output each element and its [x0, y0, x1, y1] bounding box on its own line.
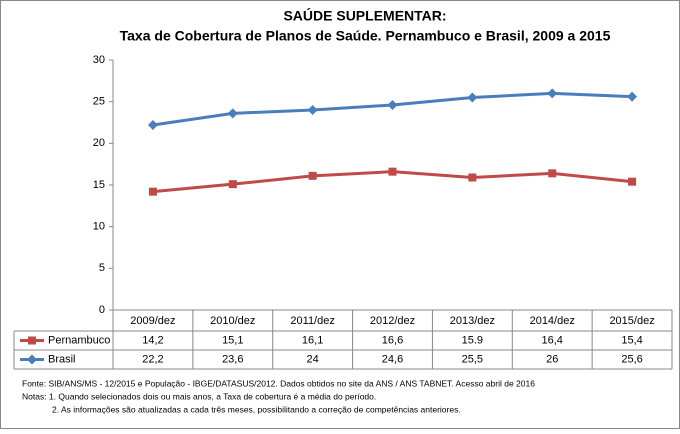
table-value: 14,2: [142, 334, 163, 346]
y-tick-label: 5: [99, 262, 105, 274]
line-marker: [228, 180, 237, 189]
table-value: 15,4: [621, 334, 642, 346]
legend-label: Brasil: [48, 353, 76, 365]
line-marker: [547, 88, 558, 99]
y-tick-label: 25: [93, 96, 105, 108]
table-value: 16,4: [542, 334, 563, 346]
chart-title: SAÚDE SUPLEMENTAR:: [283, 7, 446, 24]
table-value: 22,2: [142, 353, 163, 365]
line-marker: [227, 108, 238, 119]
line-marker: [468, 173, 477, 182]
line-marker: [27, 354, 37, 365]
line-marker: [308, 171, 317, 180]
table-value: 25,5: [462, 353, 483, 365]
x-tick-label: 2014/dez: [530, 315, 575, 327]
table-value: 24: [307, 353, 319, 365]
line-marker: [147, 120, 158, 130]
line-marker: [628, 177, 637, 186]
source-note: Fonte: SIB/ANS/MS - 12/2015 e População …: [22, 378, 535, 388]
line-marker: [388, 167, 397, 176]
table-value: 24,6: [382, 353, 403, 365]
y-tick-label: 30: [93, 54, 105, 66]
y-tick-label: 10: [93, 221, 105, 233]
x-tick-label: 2011/dez: [290, 315, 334, 327]
table-value: 26: [546, 353, 558, 365]
line-marker: [28, 336, 36, 345]
y-tick-label: 20: [93, 137, 105, 149]
line-marker: [148, 187, 157, 196]
line-marker: [467, 92, 478, 103]
x-tick-label: 2012/dez: [370, 315, 415, 327]
table-value: 23,6: [222, 353, 243, 365]
chart-subtitle: Taxa de Cobertura de Planos de Saúde. Pe…: [120, 28, 611, 44]
note: 2. As informações são atualizadas a cada…: [52, 404, 461, 414]
line-marker: [307, 105, 318, 115]
x-tick-label: 2009/dez: [130, 315, 175, 327]
table-value: 15.9: [462, 334, 483, 346]
table-value: 16,1: [302, 334, 323, 346]
x-tick-label: 2010/dez: [210, 315, 255, 327]
line-marker: [627, 91, 638, 102]
y-tick-label: 0: [99, 304, 105, 316]
table-value: 16,6: [382, 334, 403, 346]
x-tick-label: 2013/dez: [450, 315, 495, 327]
line-marker: [548, 169, 557, 178]
note: Notas: 1. Quando selecionados dois ou ma…: [22, 391, 376, 401]
y-tick-label: 15: [93, 179, 105, 191]
legend-label: Pernambuco: [48, 334, 110, 346]
table-value: 15,1: [222, 334, 243, 346]
table-value: 25,6: [621, 353, 642, 365]
x-tick-label: 2015/dez: [609, 315, 654, 327]
line-marker: [387, 100, 398, 110]
